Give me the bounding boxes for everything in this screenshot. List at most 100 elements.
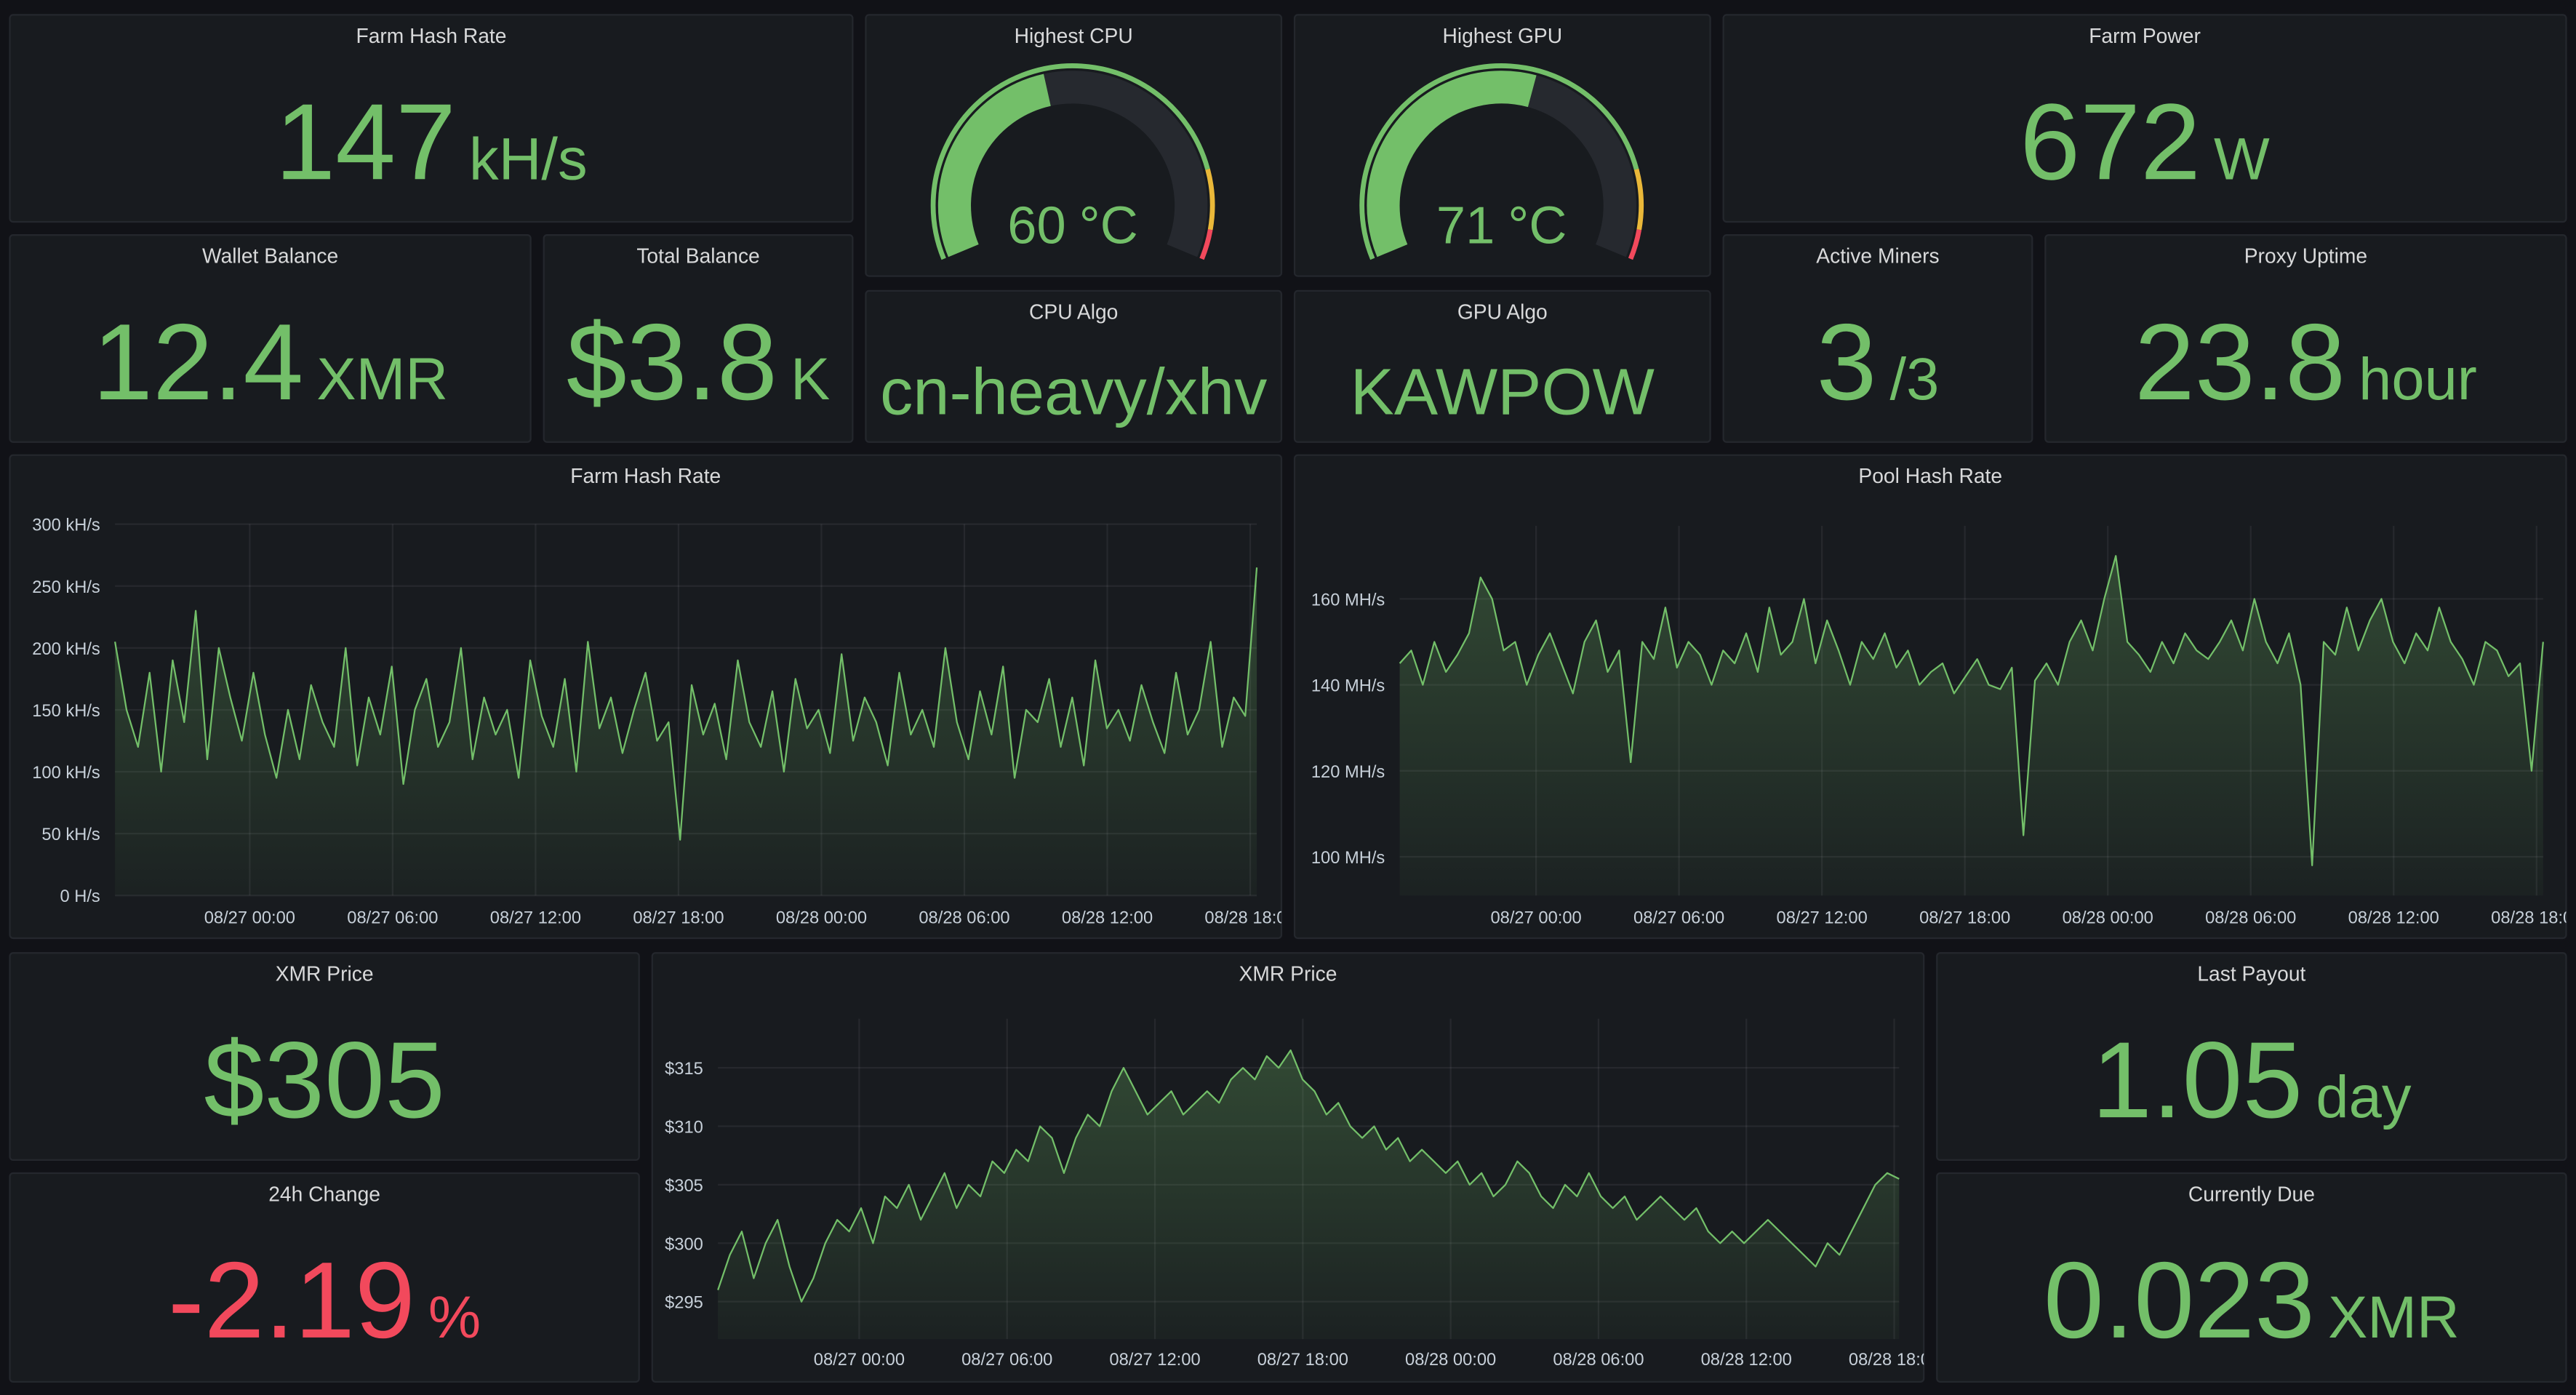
panel-title: Proxy Uptime [2244,244,2367,268]
panel-title: Pool Hash Rate [1858,464,2002,487]
stat-value: KAWPOW [1351,355,1655,428]
threshold-band [1633,168,1644,231]
stat-value: 147 kH/s [275,81,587,202]
threshold-band [1359,63,1639,260]
x-tick-label: 08/28 00:00 [776,909,867,928]
x-tick-label: 08/28 18:00 [1849,1351,1940,1370]
y-tick-label: 250 kH/s [32,578,100,597]
panel [1722,14,2567,223]
x-tick-label: 08/27 18:00 [1257,1351,1348,1370]
panel [9,14,854,223]
panel-title: XMR Price [276,962,374,986]
stat-unit: % [428,1284,481,1351]
gauge-fill [1367,71,1537,257]
stat-number: cn-heavy/xhv [880,355,1267,428]
stat-number: 0.023 [2044,1239,2315,1361]
panel [543,233,854,443]
y-tick-label: 50 kH/s [41,826,100,844]
panel-title: GPU Algo [1457,300,1548,323]
x-tick-label: 08/28 12:00 [1062,909,1153,928]
x-tick-label: 08/27 12:00 [1109,1351,1200,1370]
gauge-fill [937,73,1052,257]
x-tick-label: 08/28 18:00 [1204,909,1295,928]
y-tick-label: 160 MH/s [1311,591,1385,609]
x-tick-label: 08/28 06:00 [919,909,1009,928]
x-tick-label: 08/28 06:00 [1553,1351,1644,1370]
y-tick-label: 200 kH/s [32,640,100,659]
stat-value: 1.05 day [2092,1019,2412,1140]
y-tick-label: 140 MH/s [1311,677,1385,696]
panel-title: Highest GPU [1442,24,1562,47]
y-tick-label: $305 [665,1177,703,1196]
gauge-number: 60 [1007,196,1065,255]
y-tick-label: $295 [665,1294,703,1313]
threshold-band [1205,168,1215,231]
panel [1936,1172,2567,1383]
panel-title: XMR Price [1239,962,1337,986]
stat-unit: W [2214,126,2270,192]
stat-number: 147 [275,81,456,202]
stat-unit: XMR [2328,1284,2460,1351]
area-fill [1399,556,2543,896]
stat-value: $3.8 K [567,301,830,423]
series-line [717,1049,1900,1303]
stat-number: -2.19 [168,1239,415,1361]
stat-number: $3.8 [567,301,777,423]
threshold-band [1628,229,1642,260]
x-tick-label: 08/27 06:00 [347,909,438,928]
x-tick-label: 08/28 12:00 [2348,909,2439,928]
panel-title: Farm Power [2089,24,2201,47]
y-tick-label: $315 [665,1060,703,1079]
stat-value: 0.023 XMR [2044,1239,2460,1361]
x-tick-label: 08/27 18:00 [633,909,724,928]
panel-title: Currently Due [2188,1182,2315,1205]
panel [9,952,640,1162]
panel [1293,289,1711,443]
y-tick-label: 150 kH/s [32,702,100,721]
threshold-band [1199,229,1213,260]
x-tick-label: 08/28 00:00 [1405,1351,1496,1370]
y-tick-label: 100 MH/s [1311,849,1385,868]
x-tick-label: 08/27 00:00 [204,909,295,928]
panel-title: Highest CPU [1015,24,1133,47]
stat-unit: day [2316,1064,2411,1130]
gauge-value: 71 °C [1436,196,1567,255]
stat-number: 3 [1817,301,1877,423]
stat-value: 3/3 [1817,301,1940,423]
chart-area: 0 H/s 50 kH/s 100 kH/s 150 kH/s 200 kH/s 250 … [32,516,1295,928]
stat-number: 672 [2020,81,2201,202]
y-tick-label: 0 H/s [60,887,100,906]
gauge-number: 71 [1436,196,1495,255]
stat-unit: XMR [316,346,448,412]
gauge-unit: °C [1508,196,1567,255]
panel-title: Last Payout [2197,962,2305,986]
stat-value: -2.19% [168,1239,481,1361]
stat-number: 23.8 [2135,301,2345,423]
chart-area: 100 MH/s 120 MH/s 140 MH/s 160 MH/s 08/27 00… [1311,525,2566,928]
panel-title: Active Miners [1816,244,1939,268]
stat-value: cn-heavy/xhv [880,355,1267,428]
y-tick-label: $310 [665,1119,703,1138]
chart-area: $295 $300 $305 $310 $315 08/27 00:00 08/27 06:… [665,1018,1940,1370]
panel-title: Farm Hash Rate [570,464,721,487]
x-tick-label: 08/27 12:00 [490,909,581,928]
x-tick-label: 08/27 12:00 [1777,909,1868,928]
panel-title: CPU Algo [1029,300,1118,323]
x-tick-label: 08/27 00:00 [1490,909,1581,928]
panel [865,289,1283,443]
y-tick-label: $300 [665,1235,703,1254]
panel-title: Farm Hash Rate [356,24,506,47]
stat-number: KAWPOW [1351,355,1655,428]
x-tick-label: 08/27 06:00 [961,1351,1052,1370]
area-fill [718,1050,1900,1340]
threshold-band [930,63,1210,260]
panel [9,233,532,443]
stat-value: 672 W [2020,81,2270,202]
stat-value: $305 [204,1019,445,1140]
stat-value: 12.4 XMR [92,301,448,423]
panel [1722,233,2033,443]
y-tick-label: 120 MH/s [1311,763,1385,782]
stat-unit: /3 [1890,346,1940,412]
panel [1936,952,2567,1162]
